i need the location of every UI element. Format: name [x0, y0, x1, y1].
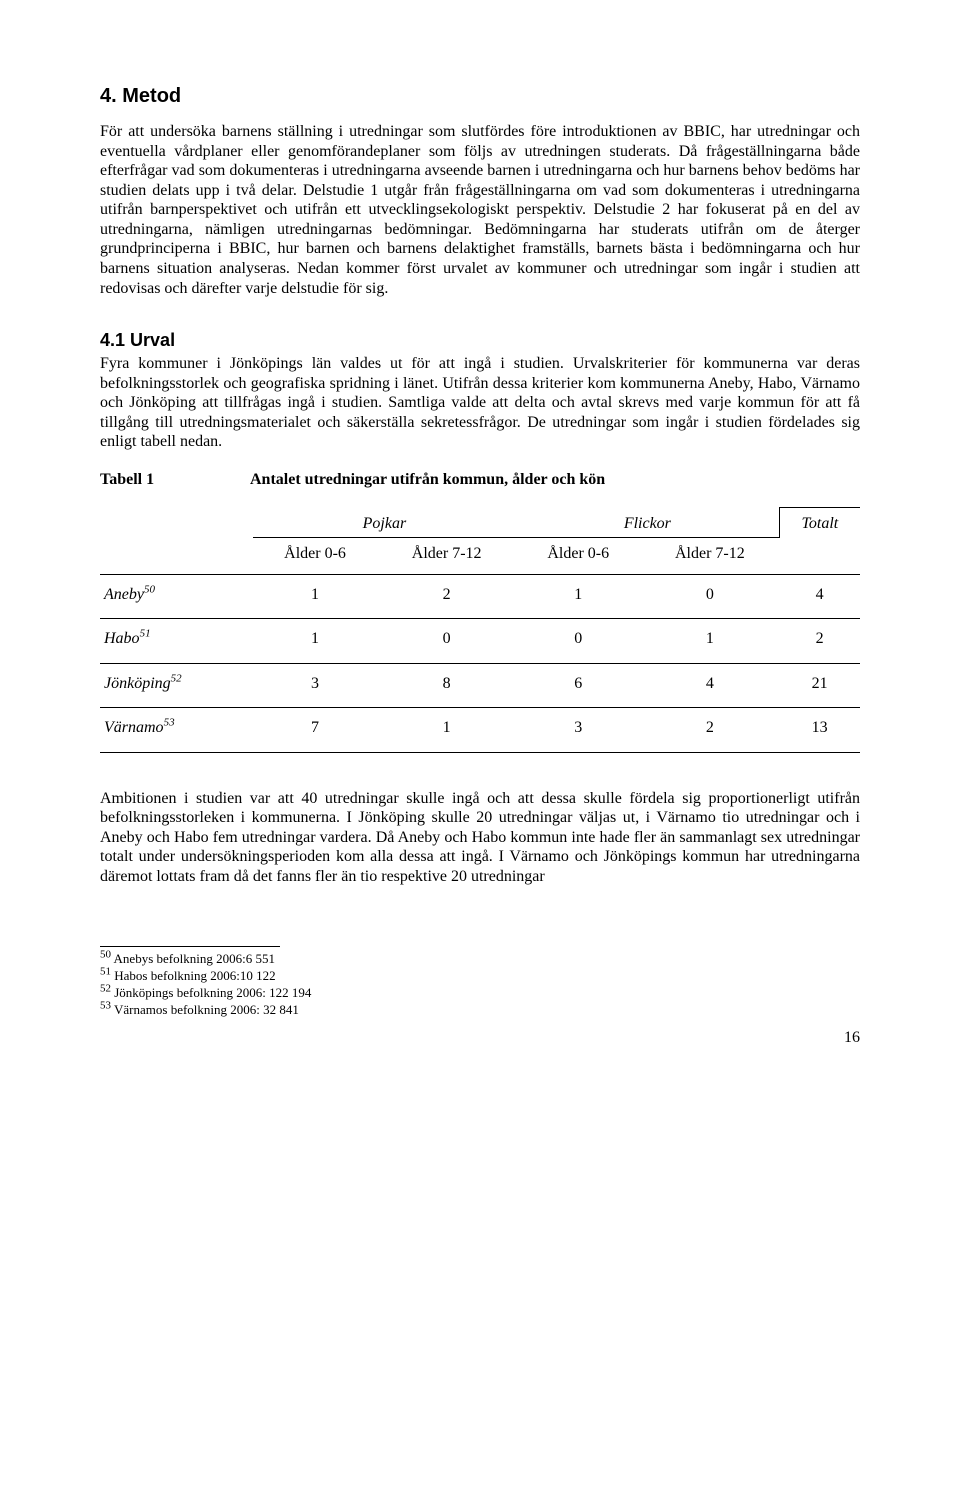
data-table: Pojkar Flickor Totalt Ålder 0-6 Ålder 7-…: [100, 507, 860, 753]
table-row: Värnamo53 7 1 3 2 13: [100, 708, 860, 753]
table-cell: 8: [377, 663, 516, 708]
table-group-header: Pojkar: [253, 508, 516, 538]
table-cell: 7: [253, 708, 377, 753]
table-cell: 1: [253, 619, 377, 664]
subsection-title: Urval: [130, 330, 175, 350]
table-row-label: Jönköping52: [100, 663, 253, 708]
table-col-header-row: Ålder 0-6 Ålder 7-12 Ålder 0-6 Ålder 7-1…: [100, 538, 860, 575]
table-cell: 1: [640, 619, 779, 664]
table-label: Tabell 1: [100, 470, 250, 490]
footnote: 50 Anebys befolkning 2006:6 551: [100, 951, 860, 967]
table-cell: 1: [253, 574, 377, 619]
table-cell: 1: [516, 574, 640, 619]
subsection-heading: 4.1 Urval: [100, 330, 860, 352]
table-cell: 1: [377, 708, 516, 753]
para-text: För att undersöka barnens ställning i ut…: [100, 123, 860, 296]
table-title: Antalet utredningar utifrån kommun, ålde…: [250, 470, 605, 490]
table-cell: 13: [779, 708, 860, 753]
table-cell: 4: [779, 574, 860, 619]
subsection-number: 4.1: [100, 330, 125, 350]
section-number: 4.: [100, 85, 117, 107]
table-row-label: Aneby50: [100, 574, 253, 619]
table-row: Habo51 1 0 0 1 2: [100, 619, 860, 664]
section-paragraph: För att undersöka barnens ställning i ut…: [100, 122, 860, 298]
table-cell: 0: [516, 619, 640, 664]
table-cell: 6: [516, 663, 640, 708]
table-col-header: Ålder 0-6: [253, 538, 377, 575]
table-row-label: Värnamo53: [100, 708, 253, 753]
table-row: Jönköping52 3 8 6 4 21: [100, 663, 860, 708]
table-empty-cell: [100, 538, 253, 575]
para-text: Ambitionen i studien var att 40 utrednin…: [100, 790, 860, 885]
after-table-paragraph: Ambitionen i studien var att 40 utrednin…: [100, 789, 860, 887]
table-row: Aneby50 1 2 1 0 4: [100, 574, 860, 619]
table-caption: Tabell 1 Antalet utredningar utifrån kom…: [100, 470, 860, 490]
footnote-rule: [100, 946, 280, 947]
table-group-header: Totalt: [779, 508, 860, 538]
table-cell: 2: [640, 708, 779, 753]
table-empty-cell: [100, 508, 253, 538]
table-cell: 21: [779, 663, 860, 708]
table-group-header-row: Pojkar Flickor Totalt: [100, 508, 860, 538]
footnote: 52 Jönköpings befolkning 2006: 122 194: [100, 985, 860, 1001]
page-number: 16: [100, 1028, 860, 1048]
table-cell: 2: [377, 574, 516, 619]
table-col-header: Ålder 7-12: [377, 538, 516, 575]
para-text: Fyra kommuner i Jönköpings län valdes ut…: [100, 355, 860, 450]
footnote: 53 Värnamos befolkning 2006: 32 841: [100, 1002, 860, 1018]
section-title: Metod: [122, 85, 181, 107]
table-row-label: Habo51: [100, 619, 253, 664]
table-cell: 3: [516, 708, 640, 753]
table-col-header: Ålder 0-6: [516, 538, 640, 575]
section-heading: 4. Metod: [100, 84, 860, 108]
table-group-header: Flickor: [516, 508, 779, 538]
table-cell: 2: [779, 619, 860, 664]
table-empty-cell: [779, 538, 860, 575]
table-cell: 0: [640, 574, 779, 619]
table-cell: 4: [640, 663, 779, 708]
table-col-header: Ålder 7-12: [640, 538, 779, 575]
table-cell: 3: [253, 663, 377, 708]
footnotes: 50 Anebys befolkning 2006:6 551 51 Habos…: [100, 946, 860, 1017]
table-cell: 0: [377, 619, 516, 664]
subsection-paragraph: Fyra kommuner i Jönköpings län valdes ut…: [100, 354, 860, 452]
footnote: 51 Habos befolkning 2006:10 122: [100, 968, 860, 984]
